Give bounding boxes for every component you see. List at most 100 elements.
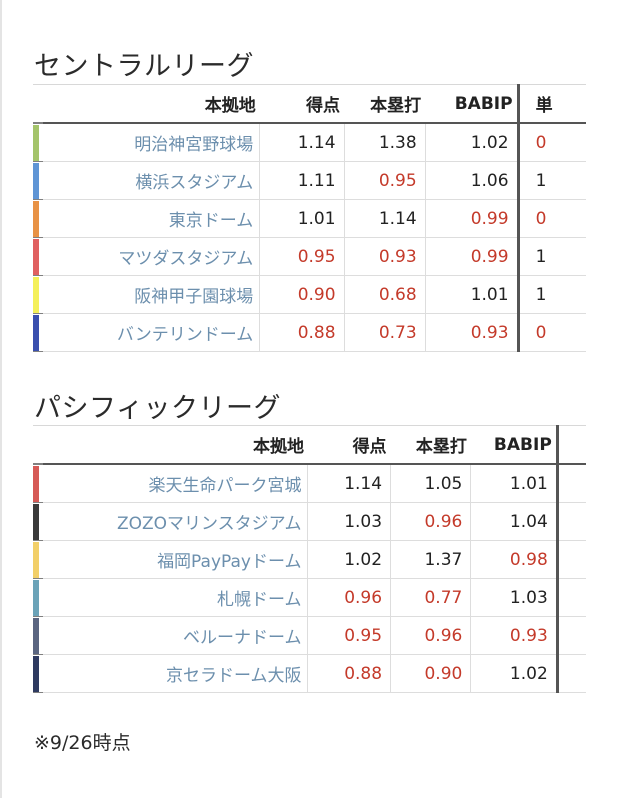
stat-cell: 1.14 — [307, 464, 391, 503]
venue-name-link[interactable]: バンテリンドーム — [43, 313, 260, 352]
cut-off-cell — [555, 654, 586, 693]
stat-cell: 0.96 — [390, 616, 471, 655]
team-color-bar — [33, 276, 39, 313]
stat-cell: 1.38 — [343, 123, 426, 162]
stat-cell: 1.02 — [307, 540, 391, 579]
team-color-swatch — [33, 161, 43, 200]
stat-cell: 0.90 — [259, 275, 345, 314]
cut-off-cell — [555, 540, 586, 579]
team-color-bar — [33, 314, 39, 351]
page-left-border — [0, 0, 2, 798]
stat-cell: 1.01 — [470, 464, 558, 503]
header-runs[interactable]: 得点 — [307, 425, 391, 465]
stat-cell: 0.95 — [259, 237, 345, 276]
header-home-runs[interactable]: 本塁打 — [344, 84, 426, 124]
stat-cell: 0.95 — [343, 161, 426, 200]
table-row: ベルーナドーム 0.95 0.96 0.93 — [33, 616, 586, 655]
stat-cell: 1.14 — [259, 123, 345, 162]
stat-cell: 0.90 — [390, 654, 471, 693]
table-row: 明治神宮野球場 1.14 1.38 1.02 0 — [33, 123, 586, 162]
stat-cell: 0.96 — [390, 502, 471, 541]
stat-cell: 1.11 — [259, 161, 345, 200]
stat-cell: 1.14 — [343, 199, 426, 238]
team-color-bar — [33, 503, 39, 540]
cut-off-cell — [555, 616, 586, 655]
stat-cell: 0.93 — [424, 313, 519, 352]
stat-cell: 0.96 — [307, 578, 391, 617]
stat-cell: 1 — [516, 161, 586, 200]
venue-name-link[interactable]: 横浜スタジアム — [43, 161, 260, 200]
team-color-bar — [33, 617, 39, 654]
stat-cell: 1.01 — [259, 199, 345, 238]
table-row: ZOZOマリンスタジアム 1.03 0.96 1.04 — [33, 502, 586, 541]
stat-cell: 0.88 — [307, 654, 391, 693]
team-color-swatch — [33, 616, 43, 655]
stat-cell: 0.77 — [390, 578, 471, 617]
pacific-league-title: パシフィックリーグ — [34, 393, 281, 424]
stat-cell: 0.99 — [424, 199, 519, 238]
stat-cell: 1.05 — [390, 464, 471, 503]
stat-cell: 0.73 — [343, 313, 426, 352]
header-next-column — [555, 425, 586, 465]
stat-cell: 1.03 — [307, 502, 391, 541]
venue-name-link[interactable]: 福岡PayPayドーム — [43, 540, 308, 579]
table-row: バンテリンドーム 0.88 0.73 0.93 0 — [33, 313, 586, 352]
team-color-swatch — [33, 578, 43, 617]
venue-name-link[interactable]: ベルーナドーム — [43, 616, 308, 655]
central-table-scroll[interactable]: 本拠地 得点 本塁打 BABIP 単 明治神宮野球場 1.14 1.38 1.02 0 横… — [33, 84, 586, 352]
stat-cell: 1.03 — [470, 578, 558, 617]
header-venue: 本拠地 — [43, 84, 260, 124]
table-row: 東京ドーム 1.01 1.14 0.99 0 — [33, 199, 586, 238]
team-color-swatch — [33, 237, 43, 276]
team-color-swatch — [33, 654, 43, 693]
stat-cell: 0 — [516, 199, 586, 238]
header-babip[interactable]: BABIP — [470, 425, 558, 465]
stat-cell: 1.02 — [470, 654, 558, 693]
cut-off-cell — [555, 578, 586, 617]
stat-cell: 0 — [516, 123, 586, 162]
venue-name-link[interactable]: 阪神甲子園球場 — [43, 275, 260, 314]
stat-cell: 1.01 — [424, 275, 519, 314]
stat-cell: 0.88 — [259, 313, 345, 352]
stat-cell: 1.37 — [390, 540, 471, 579]
central-header-row: 本拠地 得点 本塁打 BABIP 単 — [33, 84, 586, 124]
team-color-swatch — [33, 123, 43, 162]
table-row: マツダスタジアム 0.95 0.93 0.99 1 — [33, 237, 586, 276]
team-color-swatch — [33, 199, 43, 238]
header-home-runs[interactable]: 本塁打 — [390, 425, 471, 465]
venue-name-link[interactable]: 札幌ドーム — [43, 578, 308, 617]
header-singles[interactable]: 単 — [516, 84, 586, 124]
stat-cell: 1.04 — [470, 502, 558, 541]
stat-cell: 1 — [516, 275, 586, 314]
pacific-table-scroll[interactable]: 本拠地 得点 本塁打 BABIP 楽天生命パーク宮城 1.14 1.05 1.01 ZO… — [33, 425, 586, 693]
table-row: 福岡PayPayドーム 1.02 1.37 0.98 — [33, 540, 586, 579]
header-venue: 本拠地 — [43, 425, 308, 465]
stat-cell: 1 — [516, 237, 586, 276]
venue-name-link[interactable]: マツダスタジアム — [43, 237, 260, 276]
pacific-header-row: 本拠地 得点 本塁打 BABIP — [33, 425, 586, 465]
team-color-bar — [33, 162, 39, 199]
table-row: 横浜スタジアム 1.11 0.95 1.06 1 — [33, 161, 586, 200]
team-color-swatch — [33, 313, 43, 352]
venue-name-link[interactable]: ZOZOマリンスタジアム — [43, 502, 308, 541]
team-color-swatch — [33, 540, 43, 579]
pacific-table-body: 楽天生命パーク宮城 1.14 1.05 1.01 ZOZOマリンスタジアム 1.03 0.9… — [33, 464, 586, 693]
stat-cell: 0.93 — [470, 616, 558, 655]
stat-cell: 0 — [516, 313, 586, 352]
team-color-bar — [33, 541, 39, 578]
header-spacer — [33, 84, 43, 124]
venue-name-link[interactable]: 京セラドーム大阪 — [43, 654, 308, 693]
venue-name-link[interactable]: 明治神宮野球場 — [43, 123, 260, 162]
header-runs[interactable]: 得点 — [259, 84, 345, 124]
header-babip[interactable]: BABIP — [425, 84, 519, 124]
team-color-swatch — [33, 502, 43, 541]
stat-cell: 0.68 — [343, 275, 426, 314]
stat-cell: 0.99 — [424, 237, 519, 276]
venue-name-link[interactable]: 楽天生命パーク宮城 — [43, 464, 308, 503]
team-color-swatch — [33, 275, 43, 314]
venue-name-link[interactable]: 東京ドーム — [43, 199, 260, 238]
table-row: 阪神甲子園球場 0.90 0.68 1.01 1 — [33, 275, 586, 314]
team-color-bar — [33, 238, 39, 275]
team-color-bar — [33, 655, 39, 692]
stat-cell: 1.06 — [424, 161, 519, 200]
